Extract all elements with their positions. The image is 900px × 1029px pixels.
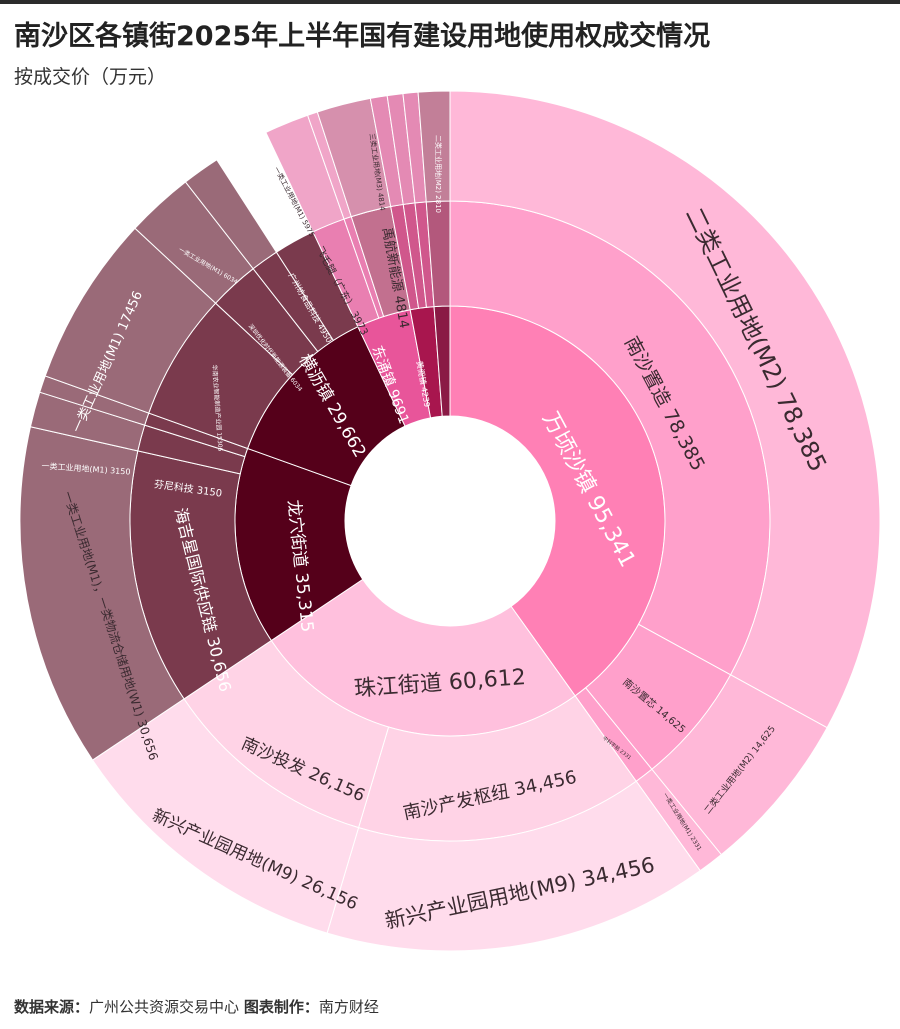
source-value: 广州公共资源交易中心 bbox=[89, 998, 240, 1016]
top-rule bbox=[0, 0, 900, 4]
sector-land-6-0-0 bbox=[417, 90, 451, 203]
source-label: 数据来源： bbox=[14, 998, 90, 1016]
source-line: 数据来源：广州公共资源交易中心 图表制作：南方财经 bbox=[14, 996, 379, 1017]
label-o-m2-2810: 二类工业用地(M2) 2810 bbox=[434, 135, 443, 213]
sector-land-0-0-0 bbox=[449, 90, 881, 729]
chart-subtitle: 按成交价（万元） bbox=[14, 66, 167, 88]
chart-title: 南沙区各镇街2025年上半年国有建设用地使用权成交情况 bbox=[14, 21, 711, 52]
maker-label: 图表制作： bbox=[243, 998, 319, 1016]
maker-value: 南方财经 bbox=[318, 998, 379, 1016]
